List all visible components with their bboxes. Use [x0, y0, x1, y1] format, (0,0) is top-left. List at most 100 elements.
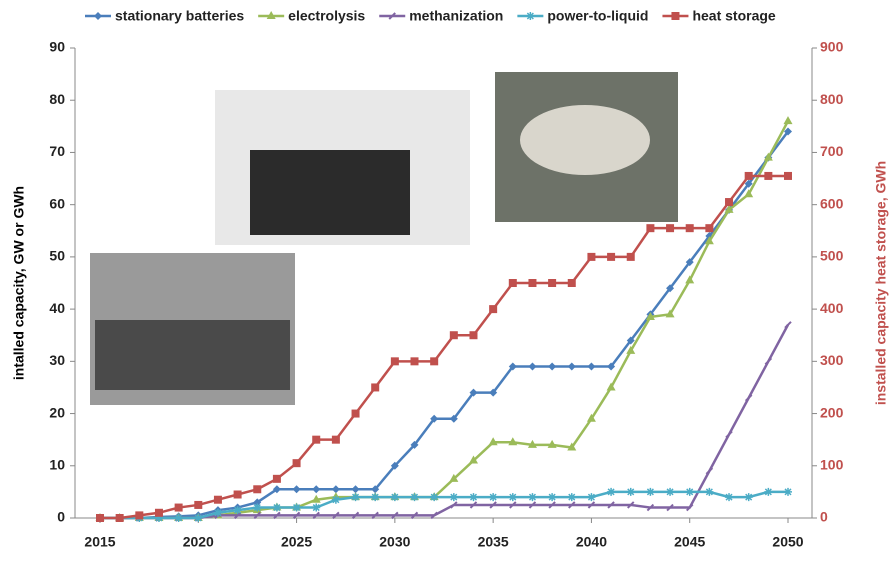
marker: [509, 493, 517, 501]
y2-tick-label: 500: [820, 248, 844, 264]
marker: [430, 493, 438, 501]
y-tick-label: 90: [49, 39, 65, 55]
y-tick-label: 10: [49, 456, 65, 472]
marker: [745, 493, 753, 501]
marker: [293, 504, 301, 512]
marker: [526, 12, 534, 20]
y-tick-label: 80: [49, 91, 65, 107]
marker: [135, 511, 143, 519]
x-tick-label: 2025: [281, 534, 312, 550]
marker: [666, 224, 674, 232]
marker: [489, 493, 497, 501]
marker: [627, 253, 635, 261]
y-tick-label: 50: [49, 248, 65, 264]
marker: [587, 253, 595, 261]
marker: [627, 488, 635, 496]
marker: [352, 410, 360, 418]
marker: [175, 504, 183, 512]
marker: [568, 279, 576, 287]
y-tick-label: 30: [49, 352, 65, 368]
marker: [671, 12, 679, 20]
marker: [666, 488, 674, 496]
marker: [587, 493, 595, 501]
legend-label: methanization: [409, 8, 503, 24]
x-tick-label: 2020: [183, 534, 214, 550]
y-tick-label: 20: [49, 404, 65, 420]
legend-label: electrolysis: [288, 8, 365, 24]
marker: [450, 493, 458, 501]
marker: [568, 493, 576, 501]
marker: [548, 493, 556, 501]
marker: [253, 485, 261, 493]
marker: [312, 436, 320, 444]
marker: [391, 357, 399, 365]
legend-label: stationary batteries: [115, 8, 244, 24]
y2-tick-label: 300: [820, 352, 844, 368]
marker: [411, 357, 419, 365]
marker: [509, 279, 517, 287]
marker: [686, 488, 694, 496]
marker: [411, 493, 419, 501]
marker: [646, 224, 654, 232]
marker: [273, 504, 281, 512]
marker: [293, 459, 301, 467]
marker: [745, 172, 753, 180]
marker: [234, 491, 242, 499]
storage-dome: [520, 105, 650, 175]
marker: [764, 488, 772, 496]
y-tick-label: 60: [49, 195, 65, 211]
marker: [96, 514, 104, 522]
marker: [607, 488, 615, 496]
y2-axis-label: installed capacity heat storage, GWh: [873, 161, 889, 405]
marker: [705, 488, 713, 496]
marker: [214, 496, 222, 504]
x-tick-label: 2030: [379, 534, 410, 550]
y-tick-label: 0: [57, 509, 65, 525]
marker: [371, 383, 379, 391]
y-axis-label: intalled capacity, GW or GWh: [11, 186, 27, 380]
marker: [194, 501, 202, 509]
marker: [116, 514, 124, 522]
y2-tick-label: 0: [820, 509, 828, 525]
marker: [155, 509, 163, 517]
marker: [528, 279, 536, 287]
marker: [234, 506, 242, 514]
marker: [725, 493, 733, 501]
marker: [528, 493, 536, 501]
marker: [430, 357, 438, 365]
marker: [489, 305, 497, 313]
marker: [705, 224, 713, 232]
y2-tick-label: 900: [820, 39, 844, 55]
marker: [273, 475, 281, 483]
x-tick-label: 2015: [84, 534, 115, 550]
y2-tick-label: 200: [820, 404, 844, 420]
marker: [548, 279, 556, 287]
battery-shape: [250, 150, 410, 235]
marker: [450, 331, 458, 339]
marker: [352, 493, 360, 501]
y2-tick-label: 400: [820, 300, 844, 316]
factory-floor: [95, 320, 290, 390]
chart: intalled capacity, GW or GWh installed c…: [0, 0, 895, 558]
marker: [175, 514, 183, 522]
marker: [646, 488, 654, 496]
x-tick-label: 2045: [674, 534, 705, 550]
marker: [332, 436, 340, 444]
marker: [607, 253, 615, 261]
legend-label: power-to-liquid: [547, 8, 648, 24]
marker: [784, 488, 792, 496]
marker: [194, 514, 202, 522]
y-tick-label: 40: [49, 300, 65, 316]
marker: [371, 493, 379, 501]
marker: [312, 504, 320, 512]
marker: [686, 224, 694, 232]
marker: [253, 504, 261, 512]
y2-tick-label: 100: [820, 456, 844, 472]
marker: [214, 509, 222, 517]
marker: [469, 331, 477, 339]
marker: [764, 172, 772, 180]
x-tick-label: 2040: [576, 534, 607, 550]
marker: [725, 198, 733, 206]
x-tick-label: 2035: [478, 534, 509, 550]
y2-tick-label: 800: [820, 91, 844, 107]
